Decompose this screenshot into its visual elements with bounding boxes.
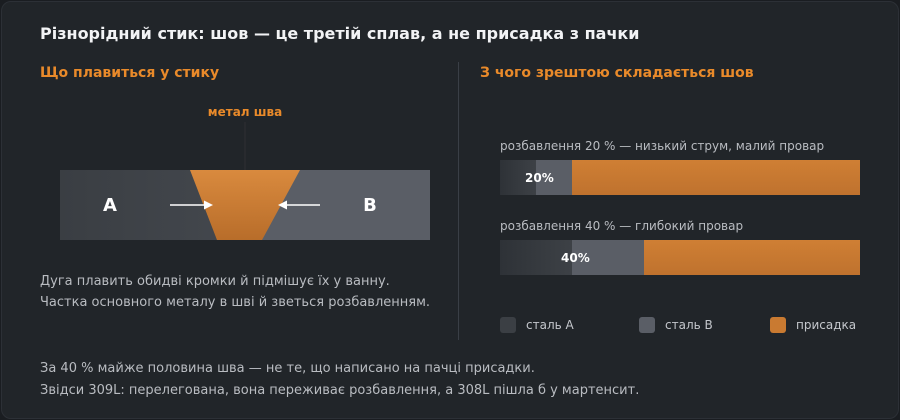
arrow-left-icon [278, 200, 320, 210]
weld-metal [190, 170, 300, 240]
legend-label: сталь B [665, 318, 713, 332]
bar-label-2: розбавлення 40 % — глибокий провар [500, 219, 744, 233]
bar-value-1: 20% [525, 171, 554, 185]
bar-value-2: 40% [561, 251, 590, 265]
left-section-heading: Що плавиться у стику [40, 65, 220, 81]
legend-swatch [770, 317, 786, 333]
section-divider [458, 62, 459, 340]
bar-segment-steel-a [500, 240, 572, 275]
legend-item-filler: присадка [770, 317, 856, 333]
footer-line-1: За 40 % майже половина шва — не те, що н… [40, 361, 535, 376]
left-note-2: Частка основного металу в шві й зветься … [40, 295, 431, 310]
plate-a-label: A [103, 195, 117, 216]
bar-segment-steel-a [500, 160, 536, 195]
bar-segment-filler [572, 160, 860, 195]
arrow-right-icon [170, 200, 213, 210]
legend-label: сталь A [526, 318, 574, 332]
dilution-bar-40 [500, 240, 860, 275]
bar-segment-steel-b [572, 240, 644, 275]
bar-label-1: розбавлення 20 % — низький струм, малий … [500, 139, 825, 153]
dilution-bar-20 [500, 160, 860, 195]
right-section-heading: З чого зрештою складається шов [480, 65, 754, 81]
legend-swatch [500, 317, 516, 333]
weld-label: метал шва [208, 105, 282, 119]
footer-line-2: Звідси 309L: перелегована, вона пережива… [40, 383, 640, 398]
bar-segment-filler [644, 240, 860, 275]
legend-item-steel-a: сталь A [500, 317, 574, 333]
bar-segment-steel-b [536, 160, 572, 195]
legend-swatch [639, 317, 655, 333]
legend-label: присадка [796, 318, 857, 332]
legend-item-steel-b: сталь B [639, 317, 713, 333]
plate-b-label: B [363, 195, 377, 216]
page-title: Різнорідний стик: шов — це третій сплав,… [40, 24, 640, 43]
left-note-1: Дуга плавить обидві кромки й підмішує їх… [40, 274, 390, 289]
